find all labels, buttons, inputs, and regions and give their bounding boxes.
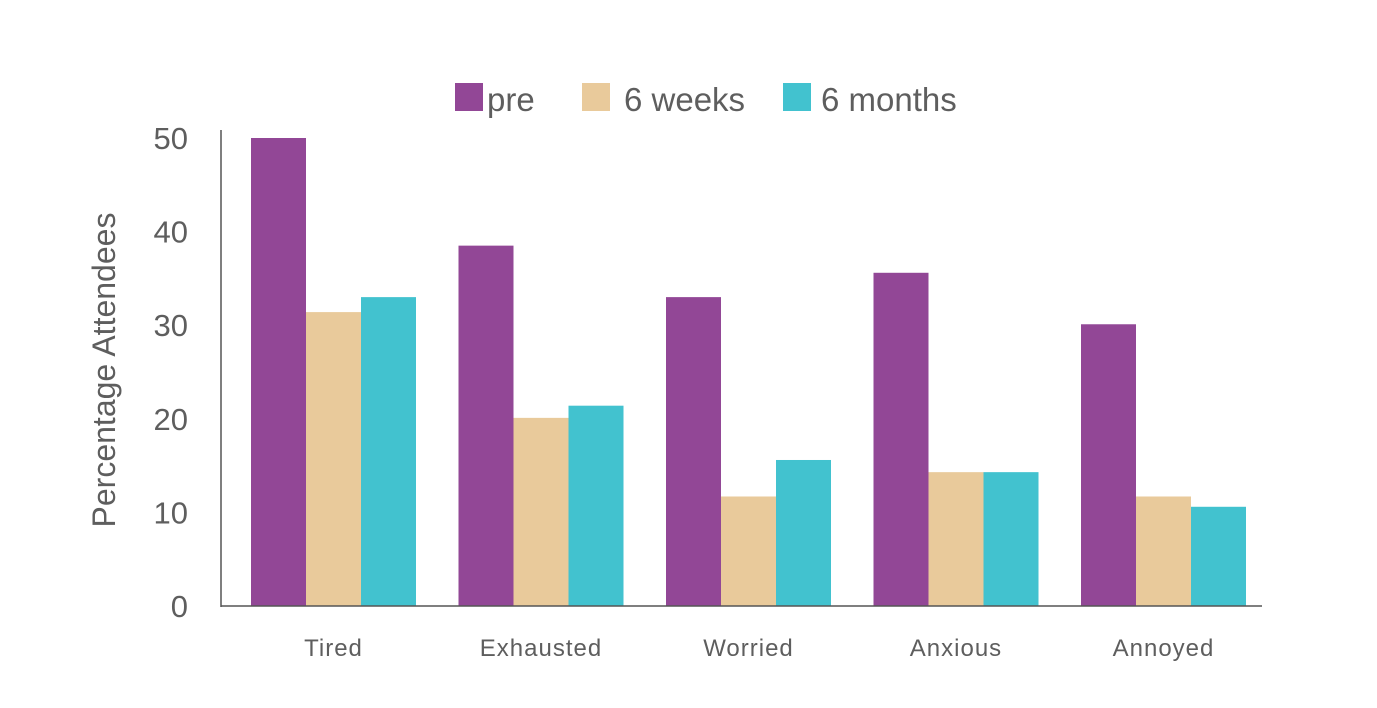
- legend-label-6-weeks: 6 weeks: [624, 81, 745, 118]
- bar-6-weeks-anxious: [928, 472, 984, 606]
- legend: pre 6 weeks 6 months: [455, 81, 957, 118]
- bar-6-months-tired: [361, 297, 416, 606]
- bar-6-months-annoyed: [1191, 506, 1246, 606]
- legend-swatch-6-weeks: [582, 83, 610, 111]
- bar-6-weeks-tired: [306, 312, 361, 606]
- legend-swatch-6-months: [783, 83, 811, 111]
- x-tick-label: Worried: [703, 635, 794, 662]
- y-axis-label: Percentage Attendees: [86, 213, 122, 528]
- y-tick-label: 20: [154, 402, 188, 437]
- bar-6-months-exhausted: [568, 405, 624, 606]
- x-tick-label: Anxious: [910, 635, 1002, 662]
- x-tick-labels: Tired Exhausted Worried Anxious Annoyed: [304, 635, 1215, 662]
- bar-pre-anxious: [873, 272, 929, 606]
- legend-label-6-months: 6 months: [821, 81, 957, 118]
- bars: [251, 138, 1246, 606]
- x-tick-label: Exhausted: [480, 635, 602, 662]
- bar-6-months-worried: [776, 459, 831, 606]
- bar-pre-tired: [251, 138, 306, 606]
- bar-6-weeks-annoyed: [1136, 496, 1191, 606]
- y-tick-labels: 0 10 20 30 40 50: [154, 121, 188, 624]
- x-tick-label: Tired: [304, 635, 363, 662]
- y-tick-label: 40: [154, 215, 188, 250]
- bar-pre-annoyed: [1081, 324, 1136, 606]
- y-tick-label: 0: [171, 589, 188, 624]
- y-tick-label: 50: [154, 121, 188, 156]
- y-tick-label: 10: [154, 495, 188, 530]
- bar-6-months-anxious: [983, 472, 1039, 606]
- y-tick-label: 30: [154, 308, 188, 343]
- legend-label-pre: pre: [487, 81, 535, 118]
- bar-pre-exhausted: [458, 245, 514, 606]
- bar-6-weeks-worried: [721, 496, 776, 606]
- x-tick-label: Annoyed: [1113, 635, 1215, 662]
- bar-6-weeks-exhausted: [513, 417, 569, 606]
- legend-swatch-pre: [455, 83, 483, 111]
- bar-pre-worried: [666, 297, 721, 606]
